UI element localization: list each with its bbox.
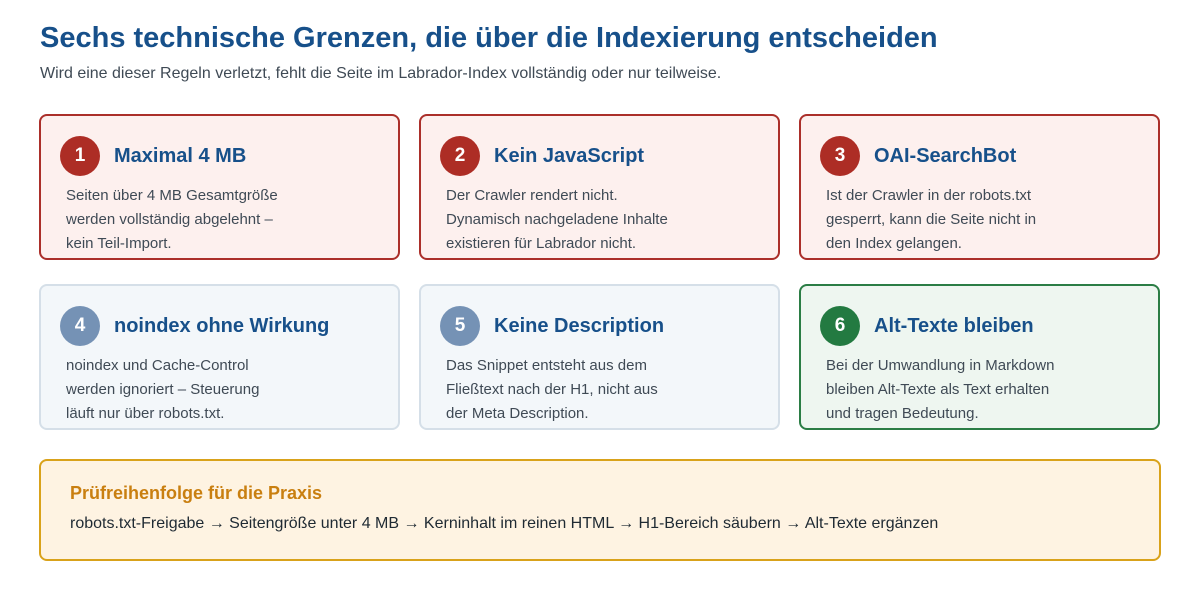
card-text-line: der Meta Description. bbox=[446, 405, 589, 422]
card-text-line: werden vollständig abgelehnt – bbox=[66, 211, 273, 228]
rule-card-no-description: 5 Keine Description Das Snippet entsteht… bbox=[419, 284, 780, 430]
rule-card-no-javascript: 2 Kein JavaScript Der Crawler rendert ni… bbox=[419, 114, 780, 260]
number-badge: 4 bbox=[60, 306, 100, 346]
page-subtitle: Wird eine dieser Regeln verletzt, fehlt … bbox=[40, 65, 722, 82]
card-text-line: Dynamisch nachgeladene Inhalte bbox=[446, 211, 668, 228]
number-badge: 5 bbox=[440, 306, 480, 346]
card-title: noindex ohne Wirkung bbox=[114, 315, 330, 337]
card-text-line: Fließtext nach der H1, nicht aus bbox=[446, 381, 658, 398]
card-text-line: Bei der Umwandlung in Markdown bbox=[826, 357, 1055, 374]
card-description: Ist der Crawler in der robots.txt gesper… bbox=[826, 184, 1036, 256]
rule-card-noindex: 4 noindex ohne Wirkung noindex und Cache… bbox=[39, 284, 400, 430]
rule-card-max-size: 1 Maximal 4 MB Seiten über 4 MB Gesamtgr… bbox=[39, 114, 400, 260]
card-title: Maximal 4 MB bbox=[114, 145, 247, 167]
card-text-line: existieren für Labrador nicht. bbox=[446, 235, 637, 252]
rule-card-oai-searchbot: 3 OAI-SearchBot Ist der Crawler in der r… bbox=[799, 114, 1160, 260]
card-text-line: gesperrt, kann die Seite nicht in bbox=[826, 211, 1037, 228]
card-text-line: Seiten über 4 MB Gesamtgröße bbox=[66, 187, 278, 204]
card-text-line: läuft nur über robots.txt. bbox=[66, 405, 225, 422]
number-badge: 6 bbox=[820, 306, 860, 346]
card-text-line: Ist der Crawler in der robots.txt bbox=[826, 187, 1032, 204]
card-title: Alt-Texte bleiben bbox=[874, 315, 1034, 337]
card-text-line: werden ignoriert – Steuerung bbox=[66, 381, 260, 398]
card-title: Kein JavaScript bbox=[494, 145, 645, 167]
card-text-line: bleiben Alt-Texte als Text erhalten bbox=[826, 381, 1050, 398]
page-title: Sechs technische Grenzen, die über die I… bbox=[40, 22, 938, 54]
card-text-line: Das Snippet entsteht aus dem bbox=[446, 357, 647, 374]
card-description: Das Snippet entsteht aus dem Fließtext n… bbox=[446, 354, 658, 426]
card-description: noindex und Cache-Control werden ignorie… bbox=[66, 354, 259, 426]
number-badge: 1 bbox=[60, 136, 100, 176]
card-description: Der Crawler rendert nicht. Dynamisch nac… bbox=[446, 184, 668, 256]
card-text-line: und tragen Bedeutung. bbox=[826, 405, 979, 422]
number-badge: 3 bbox=[820, 136, 860, 176]
card-text-line: den Index gelangen. bbox=[826, 235, 962, 252]
practice-order-title: Prüfreihenfolge für die Praxis bbox=[70, 483, 323, 503]
number-badge: 2 bbox=[440, 136, 480, 176]
card-text-line: Der Crawler rendert nicht. bbox=[446, 187, 618, 204]
practice-order-steps: robots.txt-Freigabe → Seitengröße unter … bbox=[70, 515, 939, 532]
rule-card-alt-texts: 6 Alt-Texte bleiben Bei der Umwandlung i… bbox=[799, 284, 1160, 430]
card-text-line: kein Teil-Import. bbox=[66, 235, 172, 252]
card-text-line: noindex und Cache-Control bbox=[66, 357, 249, 374]
card-description: Seiten über 4 MB Gesamtgröße werden voll… bbox=[66, 184, 278, 256]
practice-order-box: Prüfreihenfolge für die Praxis robots.tx… bbox=[39, 459, 1161, 561]
card-title: OAI-SearchBot bbox=[874, 145, 1017, 167]
card-description: Bei der Umwandlung in Markdown bleiben A… bbox=[826, 354, 1054, 426]
card-title: Keine Description bbox=[494, 315, 665, 337]
